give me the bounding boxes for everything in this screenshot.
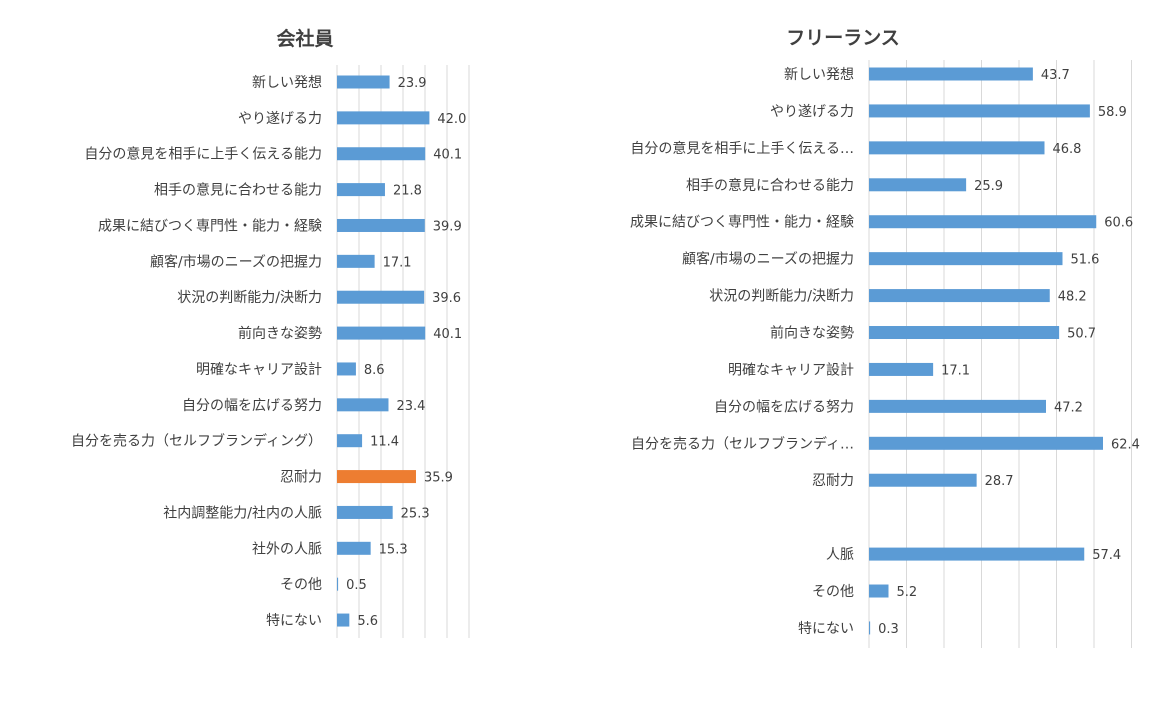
bar	[869, 473, 977, 487]
chart-title: フリーランス	[786, 27, 900, 49]
data-label: 0.3	[878, 622, 899, 637]
bar	[337, 111, 430, 125]
data-label: 17.1	[383, 255, 412, 270]
category-label: 忍耐力	[812, 473, 854, 489]
data-label: 62.4	[1111, 437, 1140, 452]
bar	[869, 399, 1046, 413]
bar	[337, 183, 385, 197]
bar	[337, 362, 356, 376]
bar	[337, 254, 375, 268]
bar	[869, 362, 934, 376]
data-label: 50.7	[1067, 327, 1096, 342]
chart-company-employee: 会社員 新しい発想 23.9 やり遂げる力 42.0 自分の意見を相手に上手く伝える能力…	[71, 27, 470, 638]
category-label: 相手の意見に合わせる能力	[154, 182, 322, 199]
data-label: 23.4	[396, 399, 425, 414]
category-label: 自分を売る力（セルフブランディ…	[631, 435, 854, 452]
category-label: 顧客/市場のニーズの把握力	[682, 251, 854, 268]
bar-highlighted	[337, 470, 416, 484]
data-label: 47.2	[1054, 400, 1083, 415]
bar	[337, 541, 371, 555]
bar	[869, 326, 1060, 340]
data-label: 5.6	[357, 614, 378, 629]
data-label: 35.9	[424, 471, 453, 486]
category-label: 前向きな姿勢	[770, 325, 854, 342]
category-label: 成果に結びつく専門性・能力・経験	[98, 218, 322, 234]
category-label: 新しい発想	[784, 67, 854, 83]
data-label: 11.4	[370, 435, 399, 450]
category-label: 明確なキャリア設計	[728, 362, 854, 378]
bar	[337, 505, 393, 519]
data-label: 42.0	[437, 112, 466, 127]
category-label: 特にない	[266, 613, 322, 629]
bar	[869, 104, 1090, 118]
data-label: 15.3	[379, 542, 408, 557]
data-label: 40.1	[433, 327, 462, 342]
category-label: 自分の意見を相手に上手く伝える…	[630, 140, 854, 157]
category-label: 自分の幅を広げる努力	[714, 399, 854, 415]
data-label: 39.9	[433, 219, 462, 234]
data-label: 25.3	[401, 506, 430, 521]
bar	[869, 289, 1050, 303]
data-label: 23.9	[398, 76, 427, 91]
bar	[869, 436, 1103, 450]
chart-freelance: フリーランス 新しい発想 43.7 やり遂げる力 58.9 自分の意見を相手に上手く伝え…	[630, 27, 1140, 648]
category-label: 明確なキャリア設計	[196, 362, 322, 378]
category-label: 相手の意見に合わせる能力	[686, 177, 854, 194]
data-label: 48.2	[1058, 290, 1087, 305]
category-label: やり遂げる力	[238, 111, 322, 127]
bar	[337, 577, 339, 591]
bar	[869, 215, 1097, 229]
data-label: 0.5	[346, 578, 367, 593]
data-label: 5.2	[897, 585, 918, 600]
category-label: 特にない	[798, 621, 854, 637]
bar	[337, 613, 350, 627]
category-label: 新しい発想	[252, 75, 322, 91]
data-label: 25.9	[974, 179, 1003, 194]
category-label: その他	[280, 577, 322, 593]
data-label: 57.4	[1092, 548, 1121, 563]
bar	[337, 290, 425, 304]
chart-title: 会社員	[276, 27, 333, 50]
data-label: 8.6	[364, 363, 385, 378]
category-label: 社内調整能力/社内の人脈	[163, 505, 322, 521]
bar	[869, 547, 1085, 561]
category-label: 状況の判断能力/決断力	[177, 290, 322, 306]
bar	[869, 178, 967, 192]
bar	[869, 67, 1033, 81]
bar	[337, 326, 426, 340]
data-label: 58.9	[1098, 105, 1127, 120]
data-label: 17.1	[941, 363, 970, 378]
data-label: 60.6	[1104, 216, 1133, 231]
data-label: 43.7	[1041, 68, 1070, 83]
category-label: 自分の幅を広げる努力	[182, 398, 322, 414]
bar	[337, 75, 390, 89]
bar	[869, 141, 1045, 155]
category-label: その他	[812, 584, 854, 600]
data-label: 21.8	[393, 184, 422, 199]
category-label: 人脈	[826, 547, 854, 563]
category-label: 成果に結びつく専門性・能力・経験	[630, 215, 854, 231]
category-label: 忍耐力	[280, 470, 322, 486]
category-label: 顧客/市場のニーズの把握力	[150, 253, 322, 270]
data-label: 51.6	[1071, 253, 1100, 268]
data-label: 28.7	[985, 474, 1014, 489]
data-label: 39.6	[432, 291, 461, 306]
category-label: 自分を売る力（セルフブランディング）	[71, 433, 322, 450]
bar	[337, 434, 363, 448]
category-label: 前向きな姿勢	[238, 325, 322, 342]
category-label: 状況の判断能力/決断力	[709, 289, 854, 305]
category-label: やり遂げる力	[770, 104, 854, 120]
data-label: 40.1	[433, 148, 462, 163]
bar	[337, 218, 425, 232]
category-label: 自分の意見を相手に上手く伝える能力	[84, 146, 322, 163]
bar	[869, 252, 1063, 266]
category-label: 社外の人脈	[252, 541, 322, 557]
data-label: 46.8	[1053, 142, 1082, 157]
bar	[869, 621, 871, 635]
bar	[869, 584, 889, 598]
bar	[337, 398, 389, 412]
bar	[337, 147, 426, 161]
